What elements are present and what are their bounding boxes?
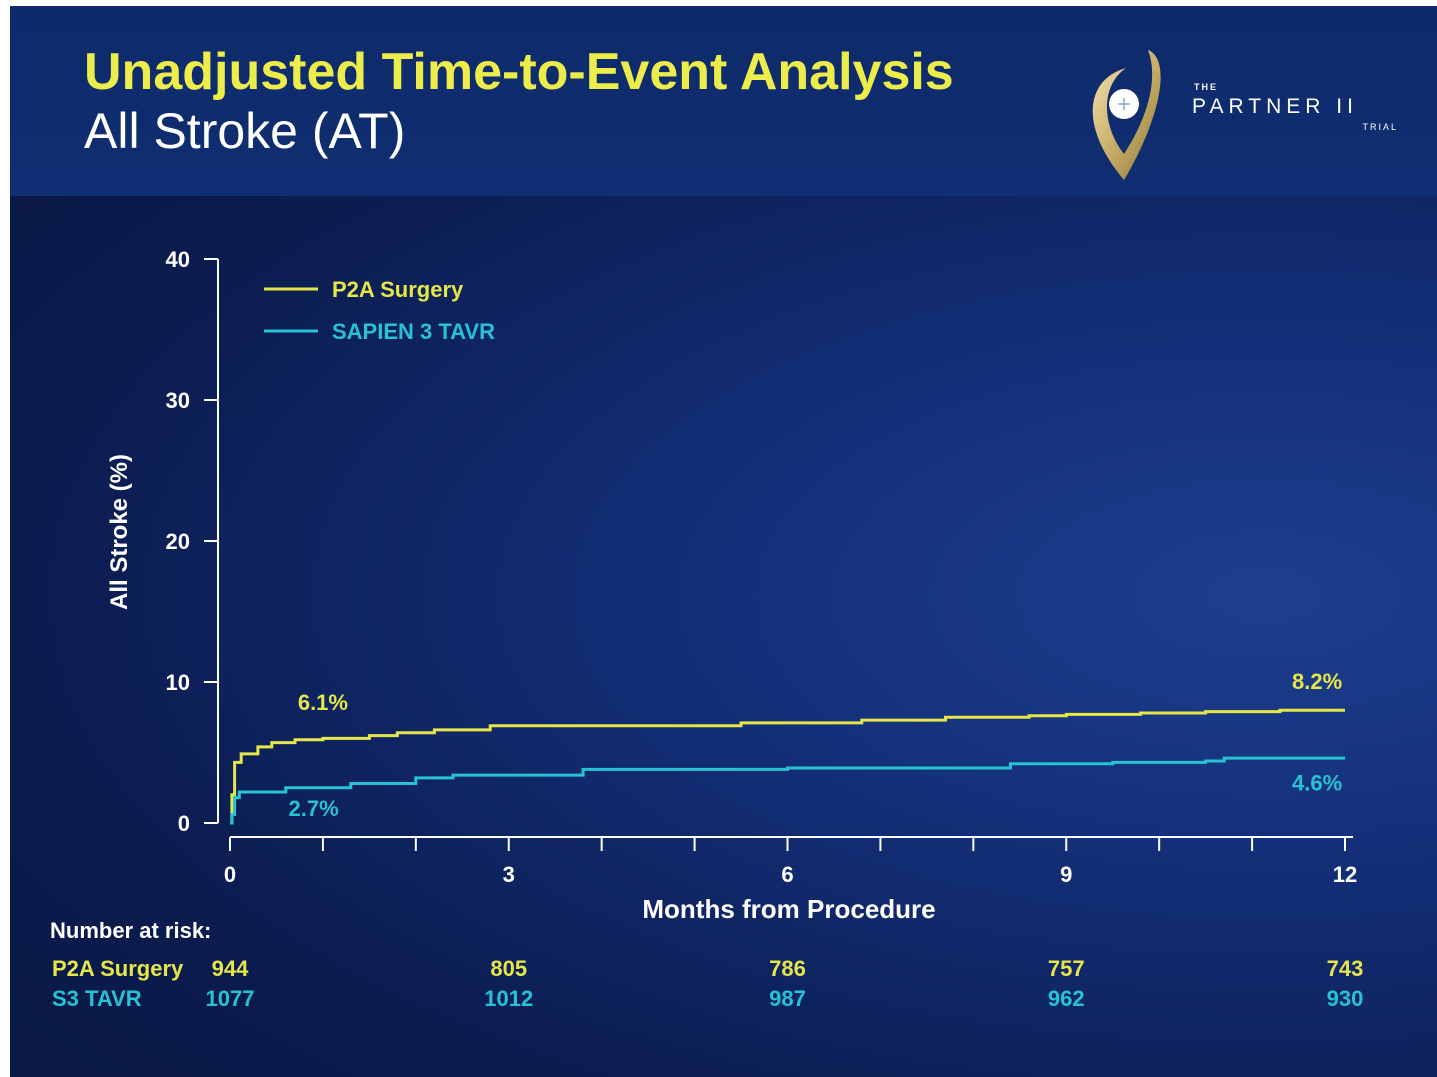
series-line-surgery	[230, 708, 1345, 825]
chart-axes: 0 10 20 30 40 0 3 6 9 12	[166, 247, 1358, 887]
slide-subtitle: All Stroke (AT)	[84, 103, 406, 159]
logo-swoosh-icon	[1092, 50, 1161, 180]
risk-cell: 1077	[206, 986, 255, 1011]
risk-row-label: S3 TAVR	[52, 986, 142, 1011]
data-label: 8.2%	[1292, 669, 1342, 694]
y-axis-label: All Stroke (%)	[106, 454, 133, 610]
slide-title: Unadjusted Time-to-Event Analysis	[84, 43, 954, 101]
x-tick-label: 12	[1333, 862, 1357, 887]
x-tick-label: 3	[503, 862, 515, 887]
data-label: 4.6%	[1292, 771, 1342, 796]
risk-table: Number at risk: P2A Surgery 944 805 786 757 7…	[50, 918, 1363, 1011]
data-label: 6.1%	[298, 690, 348, 715]
risk-cell: 1012	[484, 986, 533, 1011]
risk-table-heading: Number at risk:	[50, 918, 211, 943]
slide: Unadjusted Time-to-Event Analysis All St…	[10, 6, 1437, 1077]
annotation-layer: 6.1% 2.7% 8.2% 4.6%	[289, 669, 1343, 821]
km-chart: P2A Surgery SAPIEN 3 TAVR 0 10 20 30 40 0 3 6 9 12…	[50, 247, 1363, 1011]
legend: P2A Surgery SAPIEN 3 TAVR	[264, 277, 495, 344]
risk-cell: 786	[769, 956, 806, 981]
risk-cell: 962	[1048, 986, 1085, 1011]
logo-small-bottom: TRIAL	[1362, 122, 1398, 132]
x-tick-label: 0	[224, 862, 236, 887]
y-tick-label: 0	[178, 811, 190, 836]
risk-cell: 987	[769, 986, 806, 1011]
risk-cell: 805	[490, 956, 527, 981]
risk-cell: 944	[212, 956, 249, 981]
legend-label: SAPIEN 3 TAVR	[332, 319, 495, 344]
partner-ii-logo: THE PARTNER II TRIAL	[1092, 50, 1398, 180]
x-tick-label: 6	[781, 862, 793, 887]
y-tick-label: 10	[166, 670, 190, 695]
y-tick-label: 30	[166, 388, 190, 413]
risk-cell: 743	[1327, 956, 1364, 981]
logo-name: PARTNER II	[1192, 95, 1358, 118]
risk-row-label: P2A Surgery	[52, 956, 184, 981]
risk-cell: 757	[1048, 956, 1085, 981]
risk-cell: 930	[1327, 986, 1364, 1011]
series-line-tavr	[230, 756, 1345, 825]
header-band	[10, 6, 1437, 196]
x-tick-label: 9	[1060, 862, 1072, 887]
y-tick-label: 40	[166, 247, 190, 272]
y-tick-label: 20	[166, 529, 190, 554]
series-layer	[230, 708, 1345, 825]
logo-small-top: THE	[1194, 82, 1218, 92]
data-label: 2.7%	[289, 796, 339, 821]
legend-label: P2A Surgery	[332, 277, 464, 302]
x-axis-label: Months from Procedure	[642, 894, 935, 924]
